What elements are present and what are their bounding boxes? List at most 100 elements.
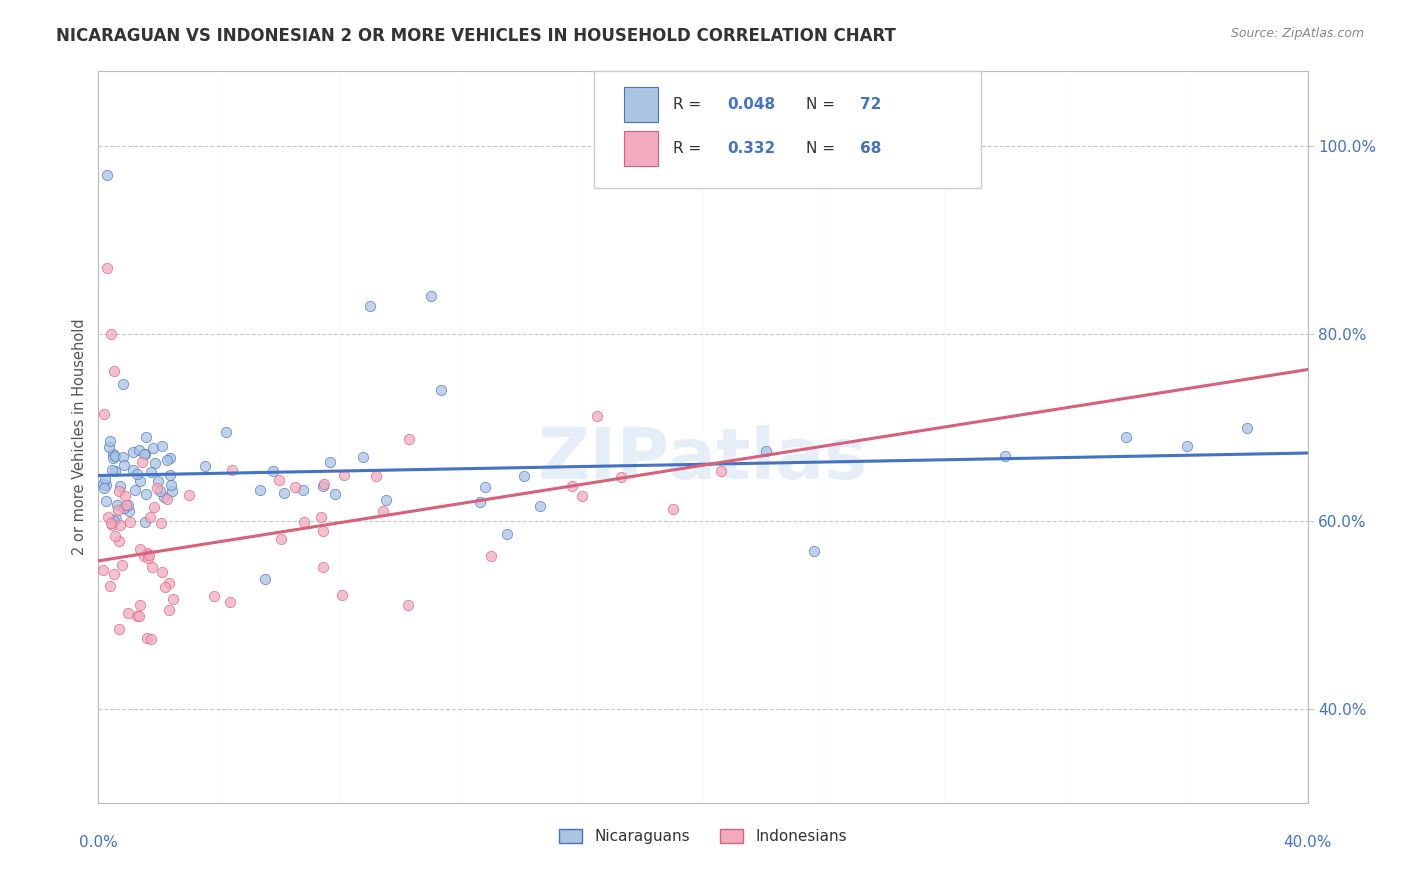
Point [159, 468, 181, 483]
Point [104, 512, 127, 526]
Point [398, 433, 420, 447]
Point [249, 483, 271, 498]
FancyBboxPatch shape [624, 130, 658, 166]
Point [586, 409, 609, 424]
Point [103, 364, 125, 378]
Point [153, 580, 176, 594]
Text: N =: N = [806, 96, 839, 112]
Point [803, 543, 825, 558]
Point [157, 575, 180, 590]
Point [512, 469, 534, 483]
Point [112, 501, 135, 516]
Point [273, 486, 295, 500]
Point [221, 463, 243, 477]
Point [105, 498, 128, 512]
Point [312, 524, 335, 538]
Point [319, 455, 342, 469]
Point [100, 463, 122, 477]
Point [94, 472, 117, 486]
Point [117, 606, 139, 620]
Point [143, 456, 166, 470]
Text: 0.332: 0.332 [727, 141, 776, 156]
Point [420, 289, 443, 303]
Point [104, 464, 127, 478]
Point [149, 484, 172, 499]
Point [332, 588, 354, 602]
Point [125, 609, 148, 624]
Point [755, 444, 778, 458]
Point [131, 455, 153, 469]
Point [373, 504, 395, 518]
Point [311, 509, 333, 524]
Point [108, 518, 131, 533]
Point [142, 442, 165, 456]
Point [111, 377, 134, 392]
Point [202, 589, 225, 603]
Point [333, 467, 356, 482]
Point [141, 560, 163, 574]
Point [98, 434, 121, 448]
Point [139, 510, 162, 524]
Point [1236, 420, 1258, 434]
Point [148, 474, 170, 488]
Point [111, 558, 134, 572]
Point [1115, 430, 1137, 444]
Point [561, 478, 583, 492]
Point [98, 579, 121, 593]
Point [430, 383, 453, 397]
Point [253, 572, 276, 586]
Point [157, 602, 180, 616]
Point [219, 595, 242, 609]
Point [145, 481, 167, 495]
Point [364, 469, 387, 483]
Point [994, 449, 1017, 463]
Text: 68: 68 [860, 141, 882, 156]
Point [136, 631, 159, 645]
Point [292, 515, 315, 529]
Point [135, 430, 157, 444]
Text: NICARAGUAN VS INDONESIAN 2 OR MORE VEHICLES IN HOUSEHOLD CORRELATION CHART: NICARAGUAN VS INDONESIAN 2 OR MORE VEHIC… [56, 27, 896, 45]
Point [194, 459, 217, 474]
Point [117, 504, 139, 518]
Point [97, 510, 120, 524]
Point [91, 563, 114, 577]
Point [100, 516, 122, 530]
Point [610, 470, 633, 484]
Point [291, 483, 314, 497]
Point [262, 464, 284, 478]
Point [134, 447, 156, 461]
Point [162, 592, 184, 607]
FancyBboxPatch shape [595, 71, 981, 188]
Point [97, 440, 120, 454]
Point [150, 565, 173, 579]
Point [270, 532, 292, 546]
Point [124, 483, 146, 498]
Point [150, 439, 173, 453]
Text: ZIPatlas: ZIPatlas [538, 425, 868, 493]
Point [117, 498, 139, 512]
Point [709, 465, 731, 479]
Point [134, 447, 156, 461]
Point [128, 541, 150, 556]
Text: 0.0%: 0.0% [79, 835, 118, 850]
Point [96, 261, 118, 276]
Point [474, 480, 496, 494]
Text: N =: N = [806, 141, 839, 156]
Point [661, 502, 683, 516]
Point [96, 494, 118, 508]
Point [108, 483, 131, 498]
Point [104, 528, 127, 542]
Point [153, 490, 176, 504]
Point [160, 478, 183, 492]
Point [129, 599, 152, 613]
Point [496, 527, 519, 541]
Point [101, 517, 124, 532]
FancyBboxPatch shape [624, 87, 658, 122]
Point [481, 549, 503, 563]
Point [1175, 440, 1198, 454]
Legend: Nicaraguans, Indonesians: Nicaraguans, Indonesians [553, 822, 853, 850]
Point [103, 514, 125, 528]
Text: 40.0%: 40.0% [1284, 835, 1331, 850]
Point [115, 498, 138, 512]
Point [110, 479, 132, 493]
